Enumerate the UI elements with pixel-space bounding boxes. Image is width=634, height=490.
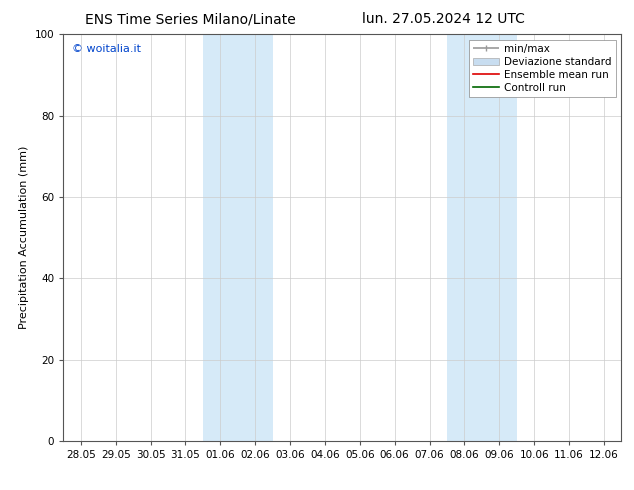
Text: © woitalia.it: © woitalia.it xyxy=(72,45,141,54)
Text: ENS Time Series Milano/Linate: ENS Time Series Milano/Linate xyxy=(85,12,295,26)
Bar xyxy=(203,34,273,441)
Bar xyxy=(447,34,517,441)
Legend: min/max, Deviazione standard, Ensemble mean run, Controll run: min/max, Deviazione standard, Ensemble m… xyxy=(469,40,616,97)
Y-axis label: Precipitation Accumulation (mm): Precipitation Accumulation (mm) xyxy=(19,146,29,329)
Text: lun. 27.05.2024 12 UTC: lun. 27.05.2024 12 UTC xyxy=(363,12,525,26)
